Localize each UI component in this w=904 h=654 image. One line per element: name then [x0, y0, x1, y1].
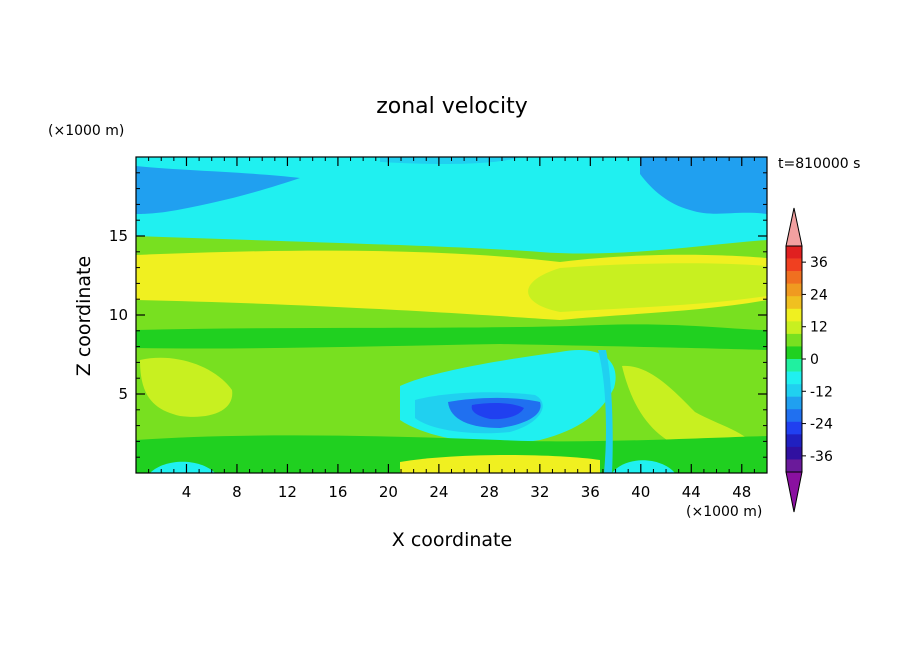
chart-title: zonal velocity: [376, 94, 528, 119]
contour-right-lobe: [622, 365, 758, 461]
colorbar-band: [786, 283, 802, 297]
colorbar-band: [786, 333, 802, 347]
x-tick-label: 28: [480, 483, 499, 501]
contour-upper-left-blob: [136, 166, 300, 214]
y-tick-label: 10: [109, 306, 128, 324]
x-tick-label: 4: [182, 483, 192, 501]
colorbar-band: [786, 271, 802, 284]
colorbar-band: [786, 321, 802, 335]
contour-fills: [136, 157, 767, 473]
colorbar-band: [786, 258, 802, 272]
contour-column-37: [598, 350, 613, 473]
colorbar-band: [786, 459, 802, 473]
colorbar-tick-label: 12: [810, 320, 828, 336]
colorbar-band: [786, 246, 802, 259]
x-unit-label: (×1000 m): [686, 504, 762, 520]
colorbar-band: [786, 434, 802, 448]
colorbar-tick-label: 0: [810, 352, 819, 368]
x-tick-label: 44: [682, 483, 701, 501]
x-tick-label: 20: [379, 483, 398, 501]
contour-mid-green-band: [136, 324, 767, 350]
colorbar-band: [786, 409, 802, 423]
colorbar-tick-label: -12: [810, 384, 833, 400]
colorbar-tick-label: 24: [810, 287, 828, 303]
x-tick-label: 32: [530, 483, 549, 501]
contour-upper-band: [136, 157, 767, 254]
x-tick-label: 8: [232, 483, 242, 501]
contour-upper-right-blob: [640, 157, 767, 214]
colorbar-band: [786, 371, 802, 385]
y-tick-label: 15: [109, 227, 128, 245]
contour-vortex-core: [471, 403, 524, 420]
x-tick-label: 36: [581, 483, 600, 501]
contour-left-lobe: [140, 357, 233, 417]
colorbar-band: [786, 396, 802, 410]
colorbar-tick-label: -24: [810, 417, 833, 433]
colorbar-band: [786, 359, 802, 372]
contour-upper-mid-blob: [380, 157, 520, 165]
colorbar-max-arrow: [785, 207, 803, 247]
colorbar-min-arrow: [785, 471, 803, 513]
colorbar-band: [786, 296, 802, 310]
y-unit-label: (×1000 m): [48, 123, 124, 139]
time-label: t=810000 s: [778, 156, 860, 172]
contour-surface-yellow: [400, 455, 600, 473]
x-axis-ticks: 4 8 12 16 20 24 28 32 36 40 44 48: [148, 157, 755, 501]
colorbar-tick-label: -36: [810, 449, 833, 465]
y-axis-label: Z coordinate: [73, 256, 95, 376]
colorbar-band: [786, 421, 802, 435]
colorbar-band: [786, 346, 802, 360]
y-tick-label: 5: [118, 385, 128, 403]
x-tick-label: 24: [429, 483, 448, 501]
x-tick-label: 40: [631, 483, 650, 501]
x-tick-label: 48: [732, 483, 751, 501]
y-axis-ticks: 5 10 15: [109, 172, 767, 458]
colorbar-band: [786, 308, 802, 322]
colorbar-tick-label: 36: [810, 255, 828, 271]
x-tick-label: 12: [278, 483, 297, 501]
x-axis-label: X coordinate: [392, 529, 512, 551]
x-tick-label: 16: [328, 483, 347, 501]
contour-plot: [135, 156, 768, 474]
contour-jet-core: [528, 263, 767, 312]
colorbar-band: [786, 384, 802, 397]
colorbar-labels: 36 24 12 0 -12 -24 -36: [802, 255, 833, 465]
colorbar: [785, 207, 803, 513]
colorbar-band: [786, 446, 802, 460]
